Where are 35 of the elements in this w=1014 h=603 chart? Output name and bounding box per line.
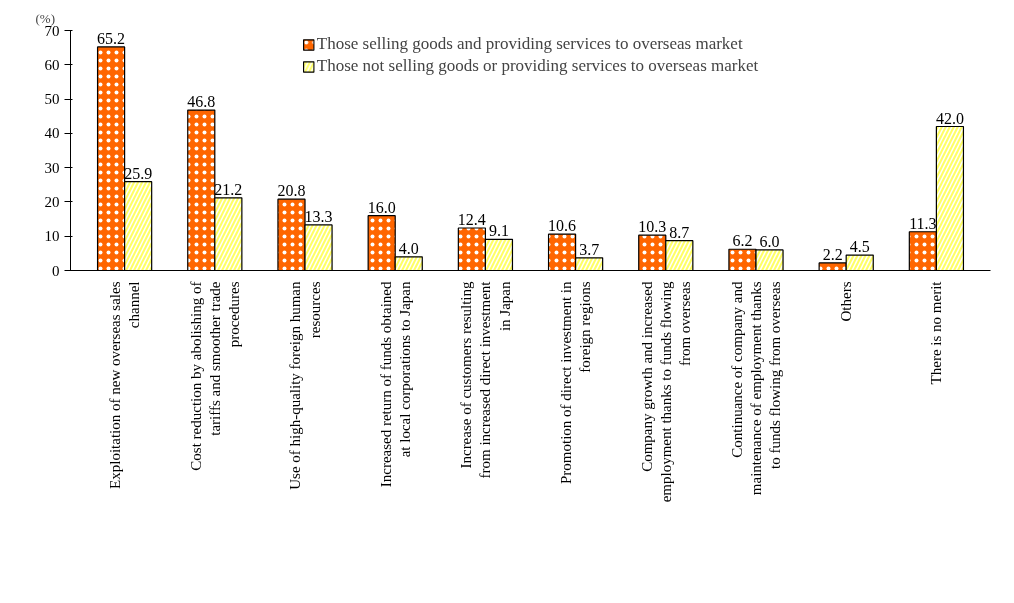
data-label: 16.0 xyxy=(367,198,396,216)
x-tick-label: Use of high-quality foreign human resources xyxy=(287,281,323,490)
y-tick-label: 40 xyxy=(44,125,60,142)
data-label: 9.1 xyxy=(488,222,509,240)
legend-label: Those selling goods and providing services to overseas market xyxy=(316,34,743,54)
data-label: 20.8 xyxy=(277,182,306,200)
y-tick-label: 30 xyxy=(44,159,60,176)
data-label: 25.9 xyxy=(124,164,153,182)
data-label: 10.6 xyxy=(548,217,577,235)
x-tick-label: There is no merit xyxy=(928,280,945,385)
data-label: 6.2 xyxy=(732,232,753,250)
data-label: 10.3 xyxy=(638,218,667,236)
y-tick-label: 50 xyxy=(44,91,60,108)
y-tick-label: 20 xyxy=(44,193,60,210)
data-label: 42.0 xyxy=(935,109,964,127)
data-label: 21.2 xyxy=(214,180,243,198)
y-tick-label: 10 xyxy=(44,228,60,245)
data-label: 6.0 xyxy=(759,232,780,250)
y-tick-label: 0 xyxy=(52,262,60,279)
data-label: 4.0 xyxy=(398,239,419,257)
x-tick-label: Increase of customers resulting from increased direct investment in Japan xyxy=(458,280,513,479)
x-tick-label: Cost reduction by abolishing of tariffs and smoother trade procedures xyxy=(187,281,243,471)
data-label: 2.2 xyxy=(822,245,843,263)
x-tick-label: Others xyxy=(838,281,855,322)
data-label: 46.8 xyxy=(187,93,216,111)
legend-label: Those not selling goods or providing services to overseas market xyxy=(316,56,759,76)
y-tick-label: 60 xyxy=(44,56,60,73)
x-tick-label: Exploitation of new overseas sales channel xyxy=(107,281,143,489)
data-label: 3.7 xyxy=(579,240,600,258)
data-label: 13.3 xyxy=(304,207,333,225)
data-label: 11.3 xyxy=(909,214,937,232)
data-label: 12.4 xyxy=(457,210,486,228)
data-label: 65.2 xyxy=(97,29,126,47)
data-label: 4.5 xyxy=(849,238,870,256)
data-label: 8.7 xyxy=(669,223,690,241)
